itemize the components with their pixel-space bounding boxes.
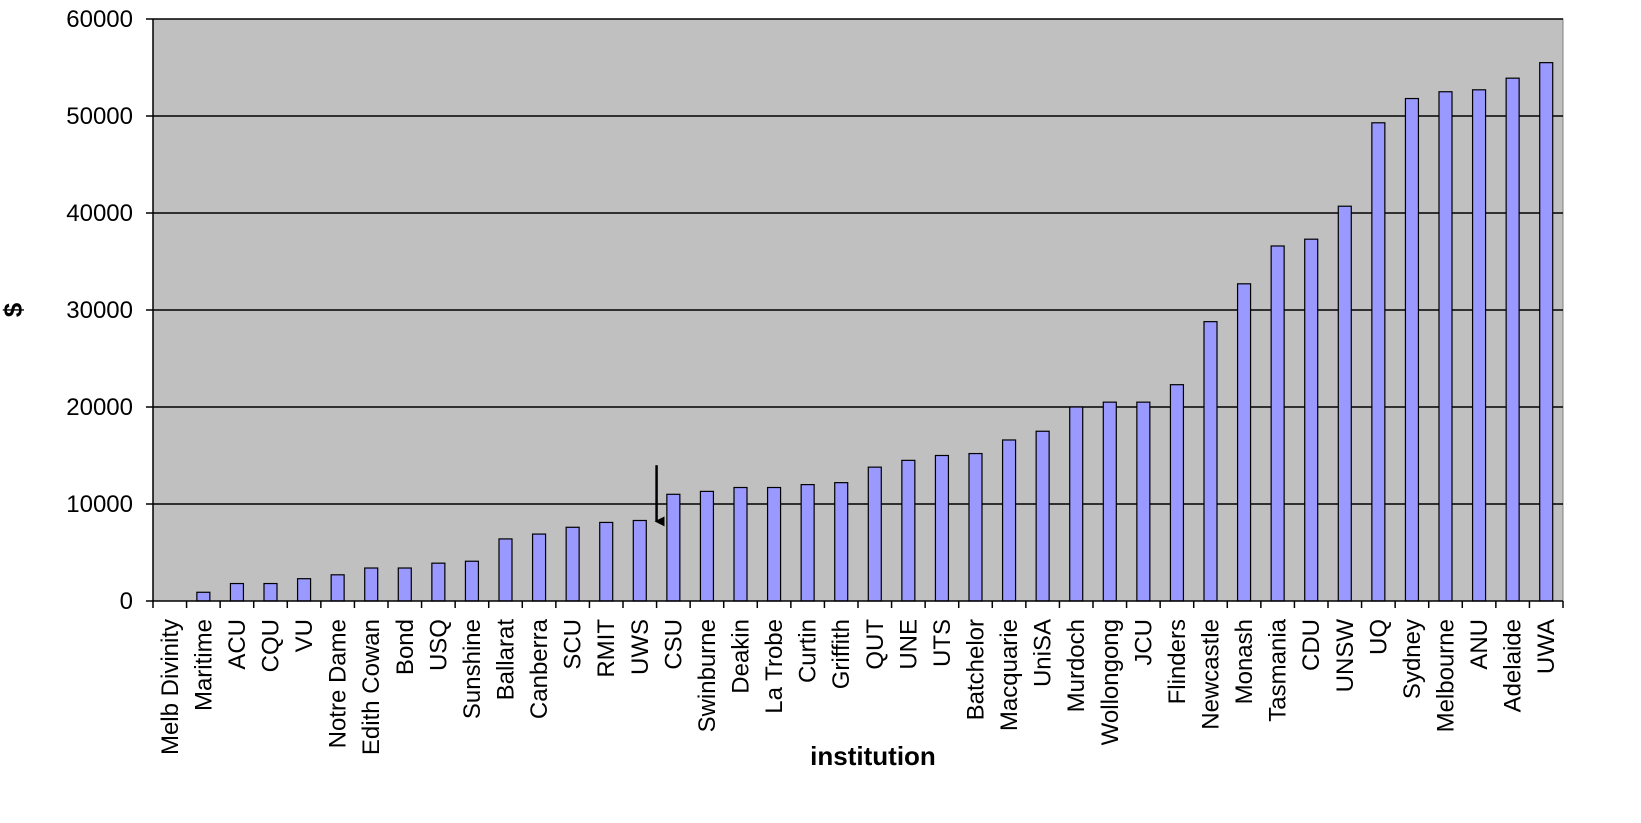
bar-edith-cowan	[364, 567, 379, 602]
bars	[196, 62, 1554, 602]
x-tick-label: Canberra	[526, 618, 553, 719]
x-axis-ticks: Melb Divinity Maritime ACU CQU VU Notre Dame E…	[152, 601, 1564, 755]
x-tick-label: ANU	[1466, 619, 1493, 670]
bar-cdu	[1304, 238, 1319, 602]
bar-murdoch	[1069, 406, 1084, 602]
bar-unisa	[1035, 430, 1050, 602]
bar-sydney	[1404, 97, 1420, 602]
bar-la-trobe	[766, 486, 782, 602]
bar-uq	[1371, 122, 1386, 602]
y-axis-ticks: 0 10000 20000 30000 40000 50000 60000	[66, 6, 153, 615]
x-tick-label: Melb Divinity	[157, 619, 184, 755]
x-tick-label: UniSA	[1030, 619, 1057, 687]
bar-monash	[1236, 283, 1252, 602]
x-axis-title: institution	[810, 741, 936, 771]
bar-newcastle	[1203, 321, 1218, 602]
x-tick-label: Curtin	[795, 619, 822, 683]
bar-csu	[666, 493, 681, 602]
bar-cqu	[263, 582, 278, 602]
x-tick-label: Maritime	[190, 619, 217, 711]
x-tick-label: Griffith	[828, 619, 855, 689]
bar-anu	[1471, 89, 1487, 602]
bar-acu	[229, 582, 245, 602]
x-tick-label: UWS	[627, 619, 654, 675]
bar-swinburne	[699, 490, 715, 602]
bar-une	[901, 459, 916, 602]
x-tick-label: UWA	[1533, 619, 1560, 674]
x-tick-label: UTS	[929, 619, 956, 667]
y-tick-label: 0	[120, 588, 133, 615]
bar-tasmania	[1270, 245, 1285, 602]
x-tick-label: Sunshine	[459, 619, 486, 719]
x-tick-label: UNE	[895, 619, 922, 670]
x-tick-label: Notre Dame	[325, 619, 352, 748]
x-tick-label: Tasmania	[1265, 618, 1292, 721]
x-tick-label: Murdoch	[1063, 619, 1090, 712]
bar-canberra	[531, 533, 547, 602]
x-tick-label: Macquarie	[996, 619, 1023, 731]
bar-ballarat	[498, 538, 513, 602]
bar-uwa	[1539, 62, 1554, 602]
bar-notre-dame	[330, 574, 345, 602]
x-tick-label: QUT	[862, 619, 889, 670]
bar-usq	[431, 562, 446, 602]
bar-uts	[934, 454, 950, 602]
x-tick-label: UQ	[1365, 619, 1392, 655]
y-tick-label: 20000	[66, 394, 133, 421]
bar-wollongong	[1102, 401, 1117, 602]
y-tick-label: 60000	[66, 6, 133, 33]
bar-vu	[296, 578, 312, 602]
bar-jcu	[1136, 401, 1151, 602]
bar-maritime	[196, 591, 211, 602]
x-tick-label: Melbourne	[1433, 619, 1460, 732]
x-tick-label: La Trobe	[761, 619, 788, 714]
bar-rmit	[599, 521, 614, 602]
bar-curtin	[800, 484, 815, 602]
x-tick-label: Deakin	[728, 619, 755, 694]
bar-unsw	[1337, 205, 1352, 602]
x-tick-label: CDU	[1298, 619, 1325, 671]
x-tick-label: USQ	[425, 619, 452, 671]
y-axis-title: $	[0, 302, 28, 317]
x-tick-label: Adelaide	[1500, 619, 1527, 712]
x-tick-label: CQU	[258, 619, 285, 672]
bar-adelaide	[1505, 77, 1520, 602]
bar-batchelor	[968, 452, 983, 602]
bar-griffith	[834, 482, 849, 602]
bar-qut	[867, 466, 882, 602]
x-tick-label: Wollongong	[1097, 619, 1124, 745]
y-tick-label: 50000	[66, 103, 133, 130]
y-tick-label: 10000	[66, 491, 133, 518]
x-tick-label: SCU	[560, 619, 587, 670]
y-tick-label: 40000	[66, 200, 133, 227]
x-tick-label: Bond	[392, 619, 419, 675]
bar-flinders	[1169, 384, 1185, 602]
x-tick-label: Batchelor	[963, 619, 990, 720]
bar-macquarie	[1001, 439, 1017, 602]
x-tick-label: RMIT	[593, 619, 620, 678]
x-tick-label: Edith Cowan	[358, 619, 385, 755]
x-tick-label: Newcastle	[1198, 619, 1225, 730]
x-tick-label: Flinders	[1164, 619, 1191, 704]
bar-scu	[565, 526, 580, 602]
x-tick-label: CSU	[660, 619, 687, 670]
x-tick-label: VU	[291, 619, 318, 652]
x-tick-label: ACU	[224, 619, 251, 670]
x-tick-label: UNSW	[1332, 619, 1359, 693]
bar-melbourne	[1438, 91, 1453, 602]
bar-deakin	[733, 486, 748, 602]
x-tick-label: Swinburne	[694, 619, 721, 732]
x-tick-label: Sydney	[1399, 619, 1426, 699]
x-tick-label: Ballarat	[493, 619, 520, 701]
bar-bond	[397, 567, 412, 602]
bar-uws	[632, 519, 647, 602]
y-tick-label: 30000	[66, 297, 133, 324]
gridlines	[153, 18, 1563, 505]
x-tick-label: JCU	[1130, 619, 1157, 666]
bar-sunshine	[464, 560, 480, 602]
x-tick-label: Monash	[1231, 619, 1258, 704]
